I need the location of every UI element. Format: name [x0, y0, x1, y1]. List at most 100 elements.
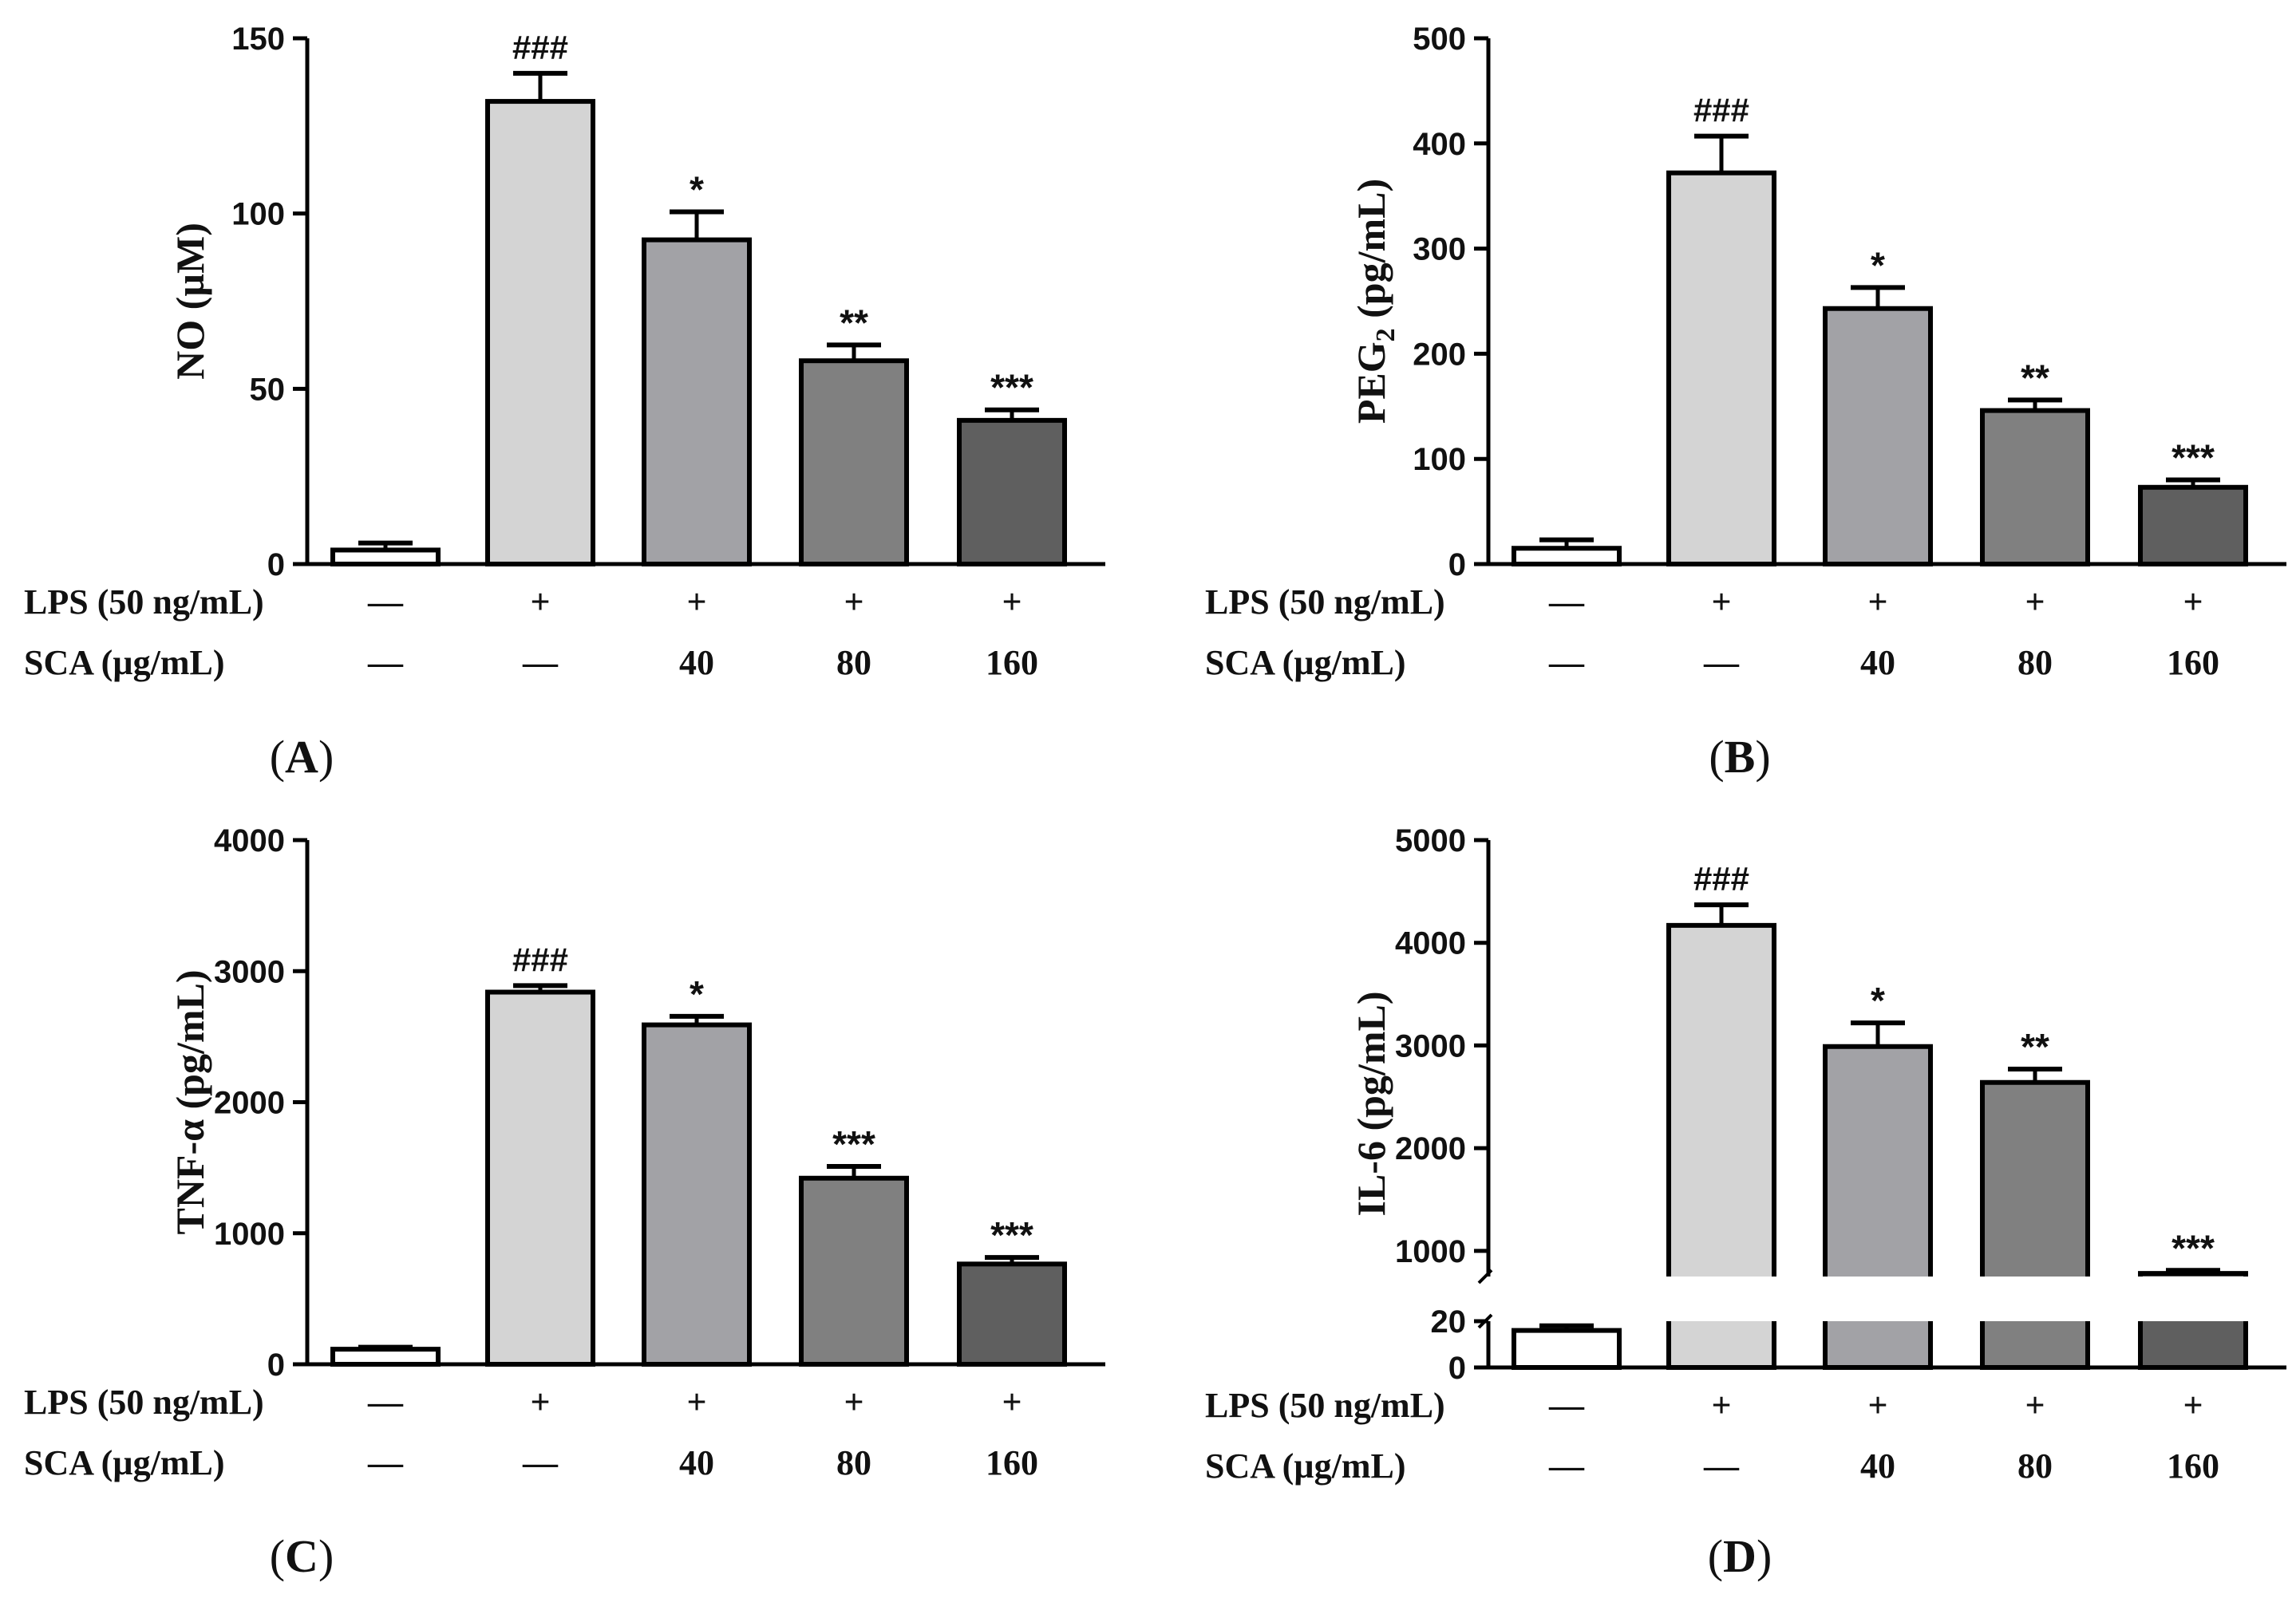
- bar-lower-outline: [2138, 1321, 2248, 1370]
- y-tick-label: 0: [267, 547, 285, 582]
- lps-row-value: +: [1867, 582, 1887, 622]
- lps-row-value: —: [1548, 1386, 1585, 1425]
- bar-upper: [1669, 925, 1774, 1277]
- sca-row-value: 80: [2017, 1446, 2053, 1486]
- significance-label: ***: [2172, 1227, 2215, 1269]
- y-tick-label: 1000: [214, 1217, 285, 1252]
- y-tick-label: 0: [1448, 547, 1466, 582]
- y-tick-label: 1000: [1395, 1234, 1466, 1269]
- bar: [485, 99, 595, 566]
- y-tick-label: 300: [1413, 232, 1466, 267]
- bar-upper: [1825, 1046, 1930, 1277]
- panel-label-open: (: [1709, 731, 1724, 783]
- bar-lower: [2140, 1321, 2246, 1367]
- sca-row-value: —: [367, 643, 404, 682]
- lps-row-label: LPS (50 ng/mL): [1205, 582, 1445, 622]
- y-axis-label: NO (µM): [168, 223, 212, 380]
- sca-row-label: SCA (µg/mL): [24, 1443, 224, 1482]
- lps-row-value: +: [686, 1383, 706, 1422]
- bar: [1823, 306, 1933, 566]
- lps-row-value: +: [530, 1383, 550, 1422]
- y-tick-label: 150: [231, 22, 285, 57]
- sca-row-value: 40: [679, 1443, 714, 1482]
- lps-row-label: LPS (50 ng/mL): [24, 582, 264, 622]
- lps-row-value: +: [2025, 582, 2045, 622]
- bar-lower-outline: [1666, 1321, 1776, 1370]
- sca-row-value: 40: [1860, 643, 1895, 682]
- panel-label: (A): [270, 731, 334, 783]
- sca-row-value: —: [1703, 643, 1740, 682]
- sca-row-label: SCA (µg/mL): [24, 643, 224, 682]
- sca-row-value: 160: [2167, 643, 2219, 682]
- y-axis-label: PEG2 (pg/mL): [1349, 179, 1401, 424]
- panel-label: (D): [1708, 1530, 1772, 1582]
- y-tick-label: 100: [1413, 442, 1466, 477]
- panel-label-letter: D: [1723, 1530, 1757, 1582]
- y-axis-label-main: PEG: [1349, 341, 1393, 424]
- bar: [1512, 546, 1622, 566]
- panel-label-close: ): [318, 731, 334, 783]
- lps-row-value: —: [1548, 582, 1585, 622]
- lps-row-value: +: [844, 1383, 863, 1422]
- lps-row-value: +: [1867, 1386, 1887, 1425]
- y-tick-label: 50: [250, 372, 286, 407]
- sca-row-value: —: [522, 643, 559, 682]
- sca-row-value: —: [367, 1443, 404, 1482]
- lps-row-value: +: [844, 582, 863, 622]
- sca-row-value: —: [522, 1443, 559, 1482]
- bar-upper-outline: [1666, 922, 1776, 1277]
- bar-lower: [1825, 1321, 1930, 1367]
- y-tick-label: 5000: [1395, 823, 1466, 858]
- bar: [957, 1261, 1067, 1367]
- sca-row-value: 80: [836, 1443, 871, 1482]
- y-tick-label: 500: [1413, 22, 1466, 57]
- y-tick-label: 2000: [214, 1086, 285, 1121]
- significance-label: **: [2021, 357, 2049, 398]
- bar-lower-outline: [1980, 1321, 2090, 1370]
- y-axis-label: IL-6 (pg/mL): [1349, 992, 1393, 1217]
- lps-row-value: +: [1711, 1386, 1731, 1425]
- y-axis-label: TNF-α (pg/mL): [168, 969, 212, 1234]
- sca-row-value: 160: [986, 1443, 1038, 1482]
- y-tick-label: 0: [267, 1348, 285, 1383]
- bar: [330, 1347, 441, 1367]
- lps-row-value: +: [1711, 582, 1731, 622]
- bar-upper-outline: [2138, 1271, 2248, 1277]
- lps-row-value: —: [367, 582, 404, 622]
- significance-label: ***: [832, 1123, 875, 1165]
- y-axis-label-subscript: 2: [1371, 328, 1401, 341]
- bar: [330, 547, 441, 567]
- bar: [485, 989, 595, 1367]
- significance-label: ***: [2172, 437, 2215, 479]
- significance-label: *: [690, 168, 704, 210]
- y-tick-label: 0: [1448, 1351, 1466, 1386]
- y-tick-label: 2000: [1395, 1131, 1466, 1166]
- significance-label: *: [1871, 980, 1885, 1021]
- y-tick-label: 20: [1431, 1304, 1467, 1340]
- bar: [799, 358, 909, 567]
- lps-row-value: —: [367, 1383, 404, 1422]
- bar: [1980, 408, 2090, 567]
- lps-row-value: +: [530, 582, 550, 622]
- axis-break-mark: [1477, 1269, 1493, 1284]
- sca-row-label: SCA (µg/mL): [1205, 1446, 1405, 1486]
- lps-row-value: +: [2183, 582, 2203, 622]
- panel-label-close: ): [318, 1530, 334, 1582]
- sca-row-value: 80: [836, 643, 871, 682]
- bar-upper-outline: [1823, 1044, 1933, 1277]
- significance-label: **: [2021, 1026, 2049, 1067]
- y-tick-label: 3000: [214, 954, 285, 989]
- bar-upper-outline: [1980, 1079, 2090, 1277]
- bar-lower: [1982, 1321, 2088, 1367]
- bar: [642, 1022, 752, 1367]
- significance-label: *: [690, 973, 704, 1015]
- significance-label: ###: [1693, 860, 1749, 898]
- bar: [799, 1175, 909, 1367]
- lps-row-value: +: [686, 582, 706, 622]
- sca-row-value: 160: [2167, 1446, 2219, 1486]
- lps-row-value: +: [1002, 582, 1022, 622]
- significance-label: **: [840, 302, 868, 343]
